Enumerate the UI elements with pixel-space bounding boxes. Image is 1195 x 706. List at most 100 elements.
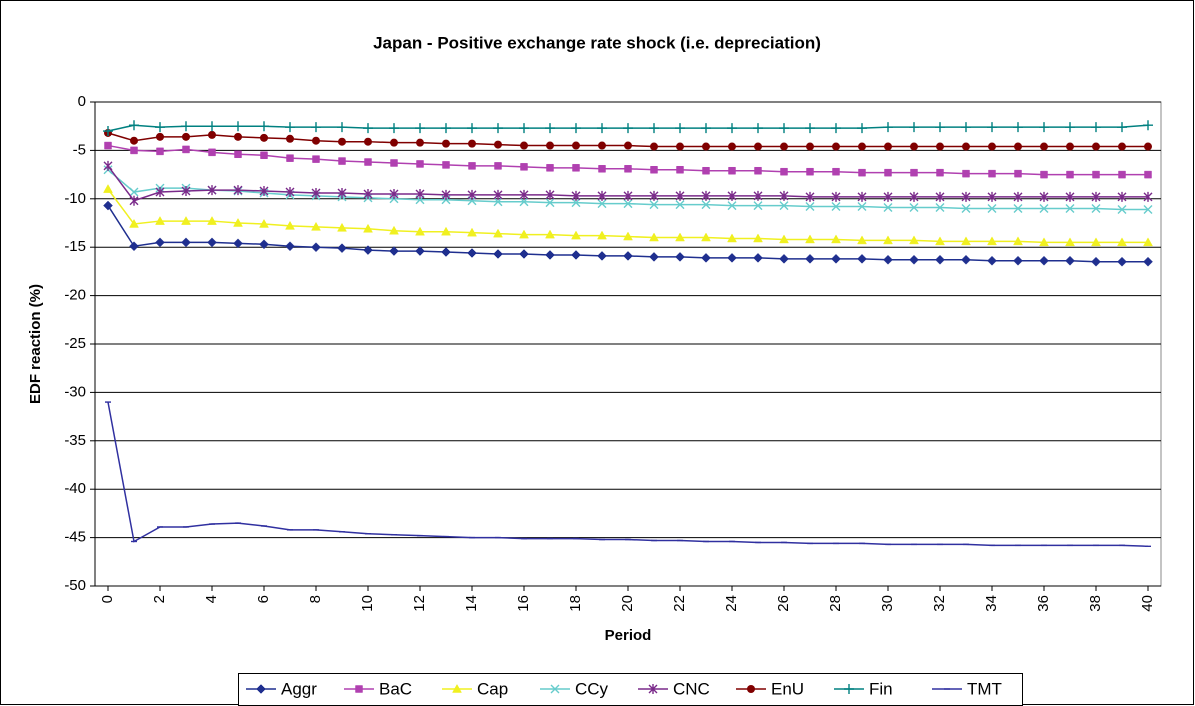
legend-label: CNC — [673, 679, 710, 698]
marker — [623, 231, 633, 241]
marker — [831, 202, 841, 212]
marker — [857, 253, 867, 264]
marker — [701, 252, 711, 263]
marker — [415, 188, 425, 199]
marker — [883, 235, 893, 245]
x-tick-label: 38 — [1087, 595, 1104, 612]
marker — [234, 132, 242, 141]
marker — [1066, 170, 1074, 179]
marker — [987, 203, 997, 213]
marker — [910, 142, 918, 151]
marker — [701, 123, 711, 134]
marker — [649, 232, 659, 242]
marker — [623, 251, 633, 261]
marker — [442, 161, 450, 169]
marker — [701, 200, 711, 210]
marker — [208, 130, 216, 139]
marker — [207, 216, 217, 225]
marker — [452, 683, 462, 693]
marker — [129, 218, 139, 228]
marker — [883, 203, 893, 213]
marker — [676, 142, 684, 151]
marker — [857, 123, 867, 134]
marker — [1013, 255, 1023, 266]
marker — [753, 190, 763, 201]
marker — [728, 166, 736, 175]
marker — [129, 195, 139, 206]
x-tick-label: 34 — [983, 595, 1000, 612]
marker — [103, 160, 113, 171]
x-tick-label: 18 — [567, 595, 584, 612]
marker — [311, 187, 321, 198]
marker — [1065, 122, 1075, 133]
marker — [805, 191, 815, 202]
marker — [649, 200, 659, 210]
marker — [727, 201, 737, 211]
marker — [728, 142, 736, 151]
marker — [571, 198, 581, 208]
marker — [675, 232, 685, 242]
marker — [181, 186, 191, 197]
marker — [779, 190, 789, 201]
marker — [702, 142, 710, 151]
legend-item: TMT — [932, 679, 1002, 698]
marker — [831, 234, 841, 244]
marker — [1143, 204, 1153, 214]
marker — [910, 168, 918, 177]
marker — [1143, 237, 1153, 247]
marker — [1039, 203, 1049, 213]
marker — [285, 241, 295, 252]
x-tick-label: 12 — [411, 595, 428, 612]
marker — [858, 142, 866, 151]
marker — [1013, 236, 1023, 246]
marker — [1118, 170, 1126, 179]
x-tick-label: 24 — [723, 595, 740, 612]
marker — [364, 158, 372, 166]
legend-item: CNC — [638, 679, 710, 698]
marker — [130, 146, 138, 155]
marker — [987, 236, 997, 246]
marker — [571, 250, 581, 260]
x-tick-label: 2 — [151, 595, 168, 603]
marker — [256, 684, 266, 694]
marker — [1143, 256, 1153, 267]
marker — [1117, 122, 1127, 133]
marker — [675, 252, 685, 262]
marker — [494, 140, 502, 149]
marker — [415, 246, 425, 256]
marker — [156, 147, 164, 156]
marker — [545, 123, 555, 134]
marker — [493, 123, 503, 134]
marker — [311, 221, 321, 231]
marker — [233, 121, 243, 132]
legend-item: BaC — [344, 679, 412, 698]
y-tick-label: -45 — [64, 529, 86, 546]
marker — [571, 190, 581, 201]
marker — [935, 203, 945, 213]
y-tick-label: -50 — [64, 577, 86, 594]
marker — [155, 122, 165, 133]
marker — [1117, 204, 1127, 214]
marker — [129, 120, 139, 131]
marker — [286, 154, 294, 162]
marker — [675, 190, 685, 201]
marker — [129, 187, 139, 197]
marker — [104, 141, 112, 150]
marker — [806, 142, 814, 151]
marker — [1091, 191, 1101, 202]
marker — [467, 123, 477, 134]
marker — [572, 164, 580, 172]
marker — [1118, 142, 1126, 151]
marker — [936, 142, 944, 151]
marker — [519, 123, 529, 134]
marker — [363, 245, 373, 255]
x-tick-label: 22 — [671, 595, 688, 612]
legend-label: CCy — [575, 679, 609, 698]
marker — [1066, 142, 1074, 151]
marker — [831, 253, 841, 264]
marker — [988, 169, 996, 178]
marker — [1091, 122, 1101, 133]
marker — [779, 201, 789, 211]
y-tick-label: -10 — [64, 190, 86, 207]
marker — [1117, 191, 1127, 202]
